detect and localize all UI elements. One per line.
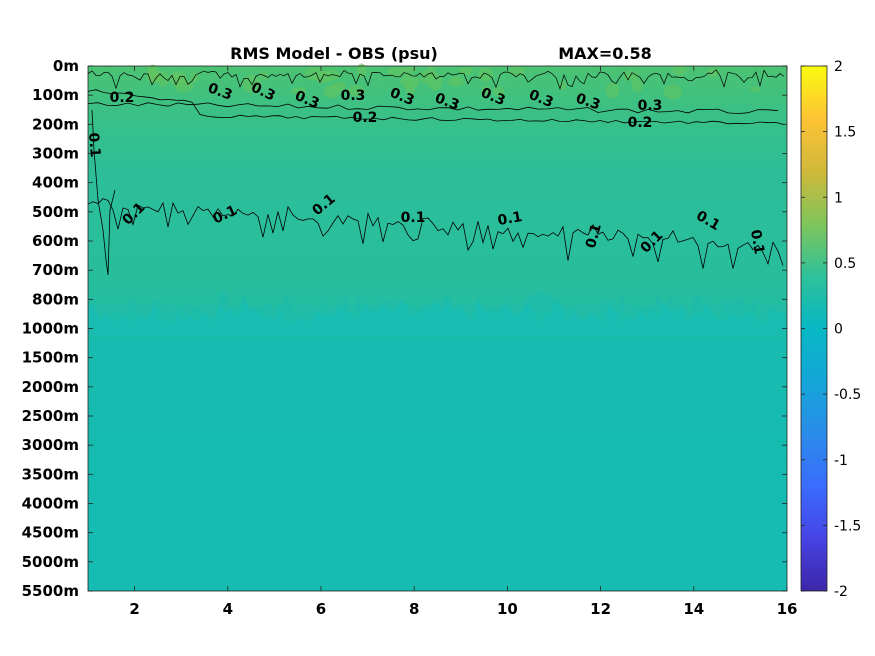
contour-label: 0.2 bbox=[353, 110, 378, 126]
surface-blob bbox=[477, 67, 493, 82]
contour-label: 0.3 bbox=[433, 90, 462, 114]
y-tick-label: 2500m bbox=[22, 407, 79, 425]
surface-blob bbox=[631, 79, 644, 93]
field-texture bbox=[88, 63, 787, 340]
contour-label: 0.1 bbox=[583, 222, 605, 250]
y-tick-label: 1000m bbox=[22, 320, 79, 338]
x-tick-label: 10 bbox=[497, 600, 518, 618]
colorbar-tick-label: 0 bbox=[834, 322, 843, 338]
contour-label: 0.2 bbox=[628, 115, 653, 131]
contour-0.3-upper bbox=[87, 69, 785, 90]
contour-0.2 bbox=[87, 89, 785, 125]
contour-label: 0.1 bbox=[401, 210, 426, 226]
x-tick-label: 4 bbox=[223, 600, 233, 618]
max-annotation: MAX=0.58 bbox=[558, 44, 652, 63]
y-tick-label: 600m bbox=[32, 232, 79, 250]
y-tick-label: 200m bbox=[32, 115, 79, 133]
y-tick-label: 5000m bbox=[22, 553, 79, 571]
colorbar-tick-label: -2 bbox=[834, 584, 848, 600]
x-tick-label: 12 bbox=[590, 600, 611, 618]
colorbar-tick-label: 0.5 bbox=[834, 256, 856, 272]
colorbar-tick-label: 1 bbox=[834, 190, 843, 206]
y-tick-label: 800m bbox=[32, 290, 79, 308]
contour-0.3 bbox=[87, 102, 779, 115]
y-tick-label: 3000m bbox=[22, 436, 79, 454]
surface-blob bbox=[157, 71, 170, 87]
colorbar-ticks: 2 1.5 1 0.5 0 -0.5 -1 -1.5 -2 bbox=[801, 59, 861, 600]
y-axis: 0m 100m 200m 300m 400m 500m 600m 700m 800m 1000m 1… bbox=[22, 57, 787, 600]
y-tick-label: 2000m bbox=[22, 378, 79, 396]
y-tick-label: 1500m bbox=[22, 349, 79, 367]
colorbar-tick-label: 2 bbox=[834, 59, 843, 75]
x-tick-label: 6 bbox=[316, 600, 326, 618]
contour-0.1-left bbox=[91, 109, 116, 276]
contour-label: 0.1 bbox=[85, 132, 103, 158]
surface-blob bbox=[356, 63, 367, 79]
y-tick-label: 300m bbox=[32, 145, 79, 163]
surface-blob bbox=[150, 73, 160, 82]
contour-label: 0.1 bbox=[747, 228, 767, 255]
x-axis: 2 4 6 8 10 12 14 16 bbox=[129, 66, 797, 618]
y-tick-label: 500m bbox=[32, 203, 79, 221]
x-tick-label: 16 bbox=[777, 600, 798, 618]
surface-blob bbox=[481, 85, 490, 95]
y-tick-label: 4000m bbox=[22, 495, 79, 513]
contour-label: 0.2 bbox=[110, 90, 135, 106]
surface-blob bbox=[663, 84, 682, 100]
y-tick-label: 5500m bbox=[22, 582, 79, 600]
colorbar-tick-label: -1.5 bbox=[834, 518, 861, 534]
y-tick-label: 3500m bbox=[22, 465, 79, 483]
surface-blob bbox=[428, 73, 443, 91]
y-tick-label: 4500m bbox=[22, 524, 79, 542]
y-tick-label: 400m bbox=[32, 174, 79, 192]
x-tick-label: 8 bbox=[409, 600, 419, 618]
surface-blob bbox=[347, 85, 366, 97]
contour-label: 0.3 bbox=[574, 91, 603, 114]
surface-blob bbox=[401, 66, 417, 74]
y-tick-label: 100m bbox=[32, 86, 79, 104]
surface-blob bbox=[448, 76, 464, 87]
contour-lines bbox=[87, 69, 785, 276]
colorbar-tick-label: -0.5 bbox=[834, 387, 861, 403]
y-tick-label: 0m bbox=[53, 57, 79, 75]
x-tick-label: 14 bbox=[683, 600, 704, 618]
contour-label: 0.3 bbox=[638, 98, 663, 114]
surface-blob bbox=[492, 86, 504, 97]
surface-blob bbox=[672, 65, 687, 76]
surface-blob bbox=[750, 86, 761, 93]
colorbar-tick-label: 1.5 bbox=[834, 125, 856, 141]
contour-label: 0.1 bbox=[496, 209, 523, 229]
surface-blob bbox=[405, 83, 415, 96]
surface-blob bbox=[605, 82, 620, 99]
x-tick-label: 2 bbox=[129, 600, 139, 618]
surface-blob bbox=[458, 67, 473, 76]
surface-blob bbox=[291, 87, 307, 95]
colorbar: 2 1.5 1 0.5 0 -0.5 -1 -1.5 -2 bbox=[800, 59, 861, 600]
surface-blob bbox=[172, 72, 182, 82]
surface-blob bbox=[400, 74, 420, 89]
contour-0.1 bbox=[87, 198, 784, 269]
field-band bbox=[88, 300, 787, 335]
contour-label: 0.3 bbox=[341, 88, 366, 104]
contour-label: 0.3 bbox=[206, 80, 235, 104]
surface-blob bbox=[332, 81, 346, 91]
chart-title: RMS Model - OBS (psu) bbox=[230, 44, 438, 63]
plot-area: 0.2 0.3 0.3 0.3 0.3 0.3 0.3 0.3 0.3 0.3 0.30.2 0.20… bbox=[85, 63, 788, 592]
colorbar-tick-label: -1 bbox=[834, 453, 848, 469]
y-tick-label: 700m bbox=[32, 261, 79, 279]
